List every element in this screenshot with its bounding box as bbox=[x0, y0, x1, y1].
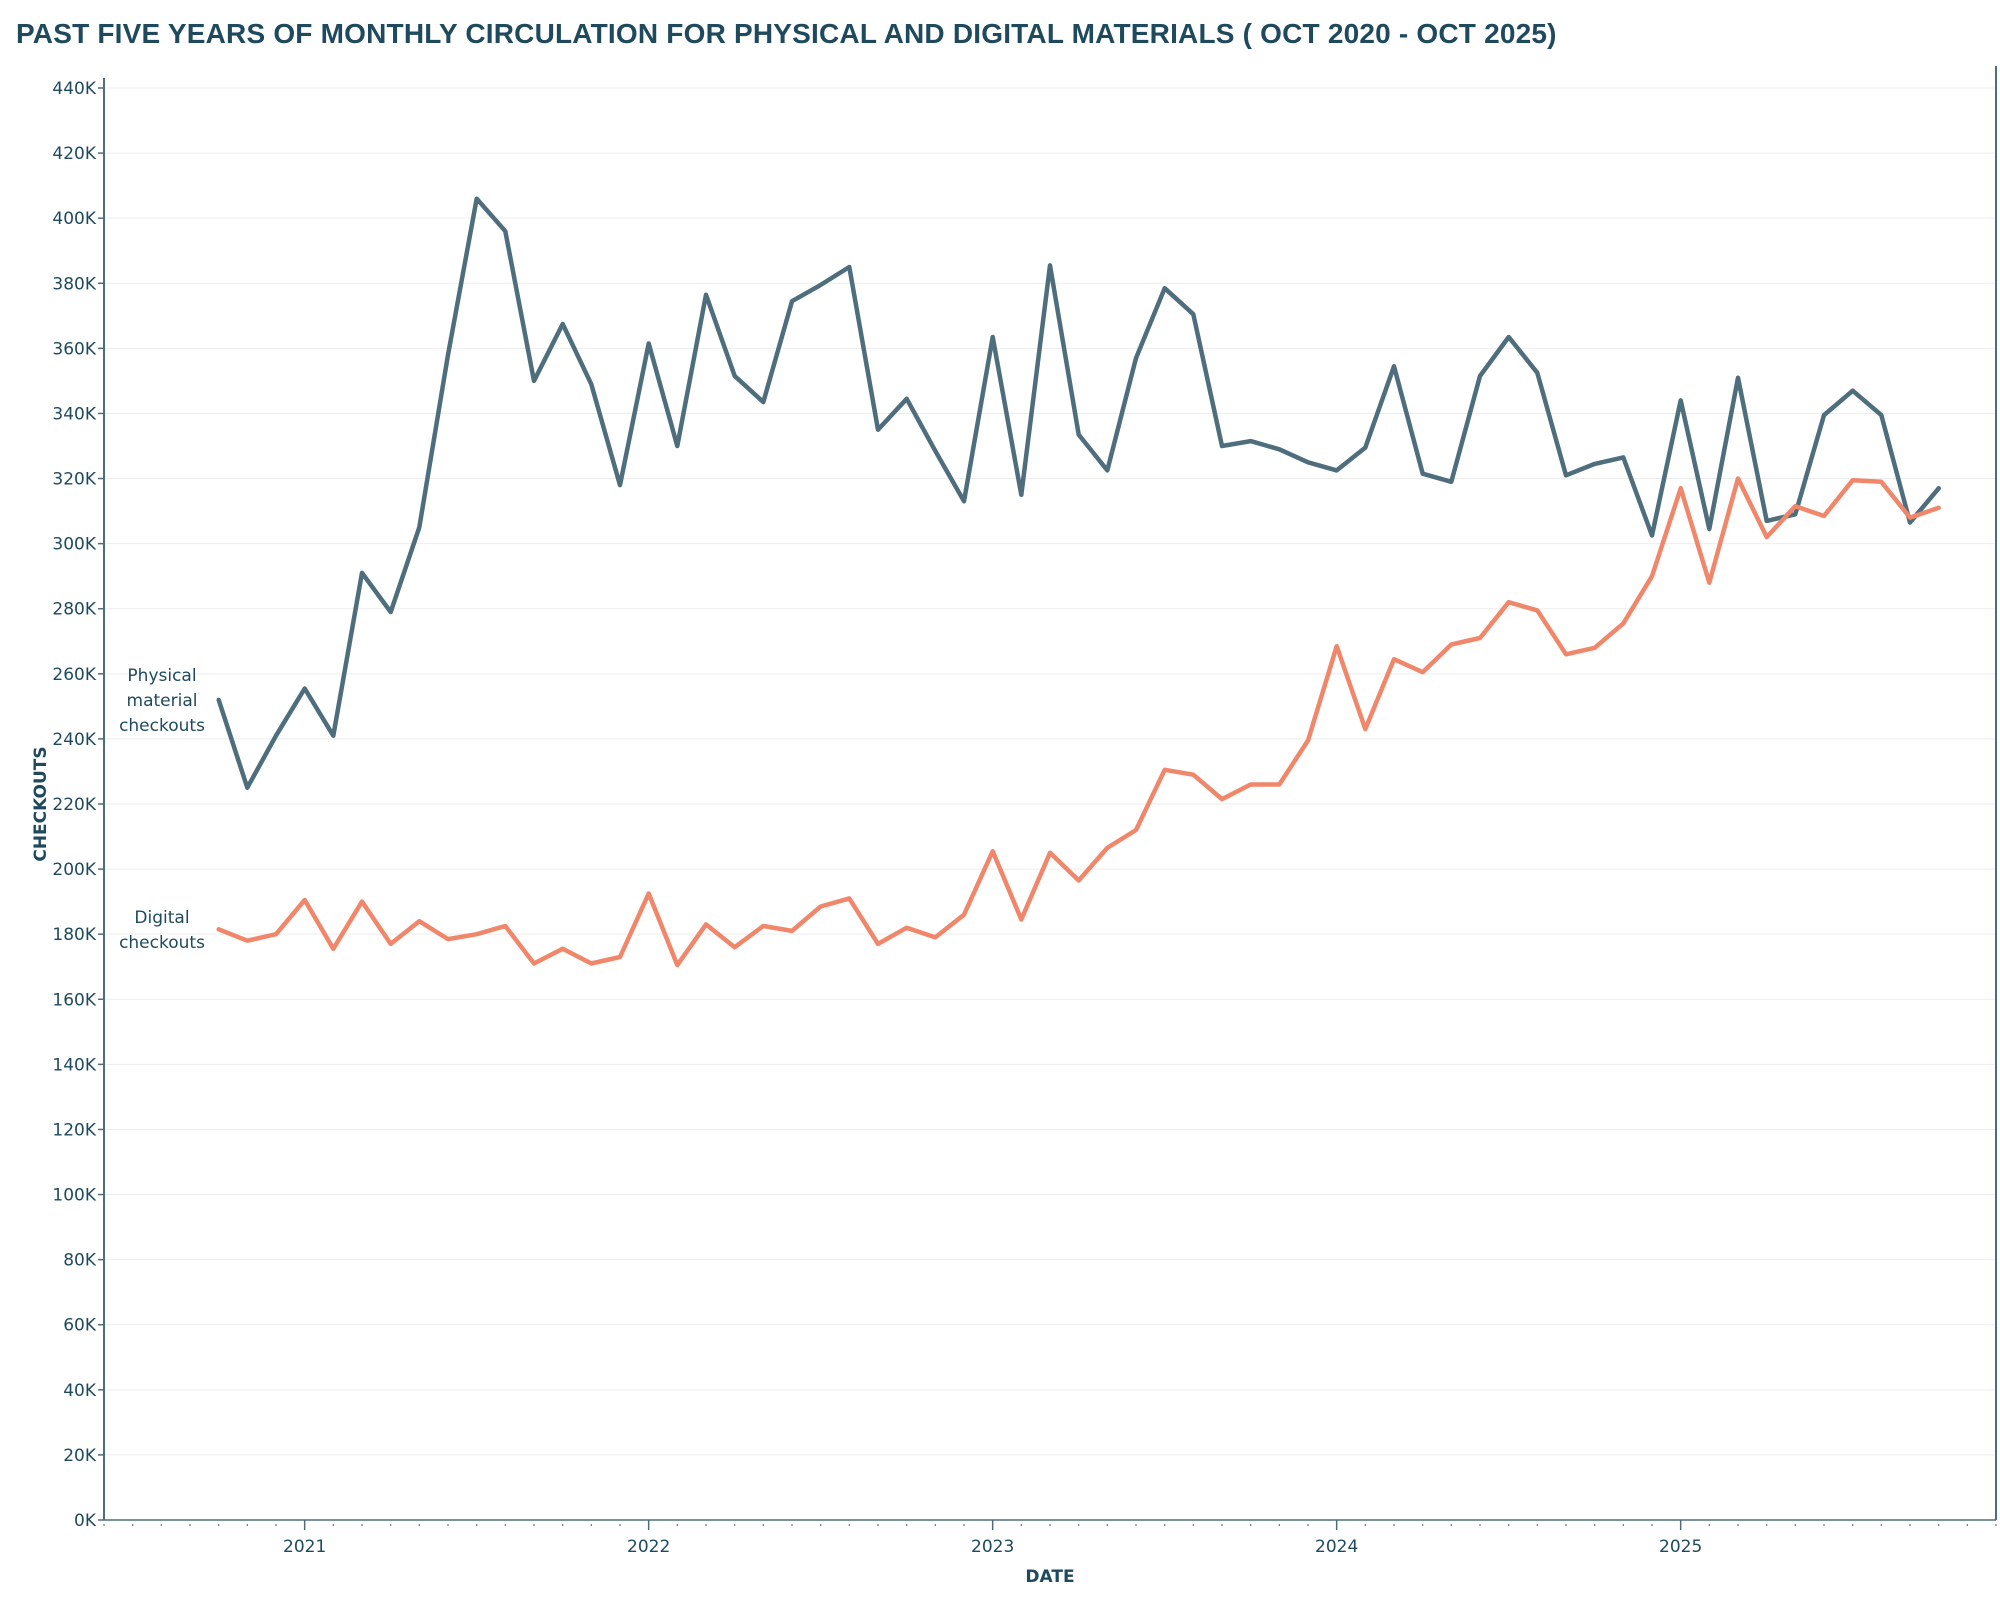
series-lines bbox=[216, 196, 1941, 968]
series-labels: Physical material checkouts Digital checkout… bbox=[119, 666, 205, 953]
y-tick-label: 320K bbox=[52, 470, 96, 490]
y-tick-label: 140K bbox=[52, 1055, 96, 1075]
gridlines bbox=[104, 87, 1996, 1521]
y-tick-label: 220K bbox=[52, 795, 96, 815]
y-tick-label: 40K bbox=[63, 1381, 97, 1401]
y-tick-label: 420K bbox=[52, 144, 96, 164]
x-axis-ticks: 2021 2022 2023 2024 2025 bbox=[103, 1520, 1997, 1557]
y-tick-label: 200K bbox=[52, 860, 96, 880]
y-tick-label: 0K bbox=[74, 1511, 97, 1531]
y-tick-label: 340K bbox=[52, 404, 96, 424]
y-tick-label: 360K bbox=[52, 339, 96, 359]
series-label-physical: Physical material checkouts bbox=[119, 666, 205, 736]
y-tick-label: 160K bbox=[52, 990, 96, 1010]
y-tick-label: 100K bbox=[52, 1186, 96, 1206]
x-tick-label: 2023 bbox=[971, 1537, 1014, 1557]
y-tick-label: 440K bbox=[52, 79, 96, 99]
x-tick-label: 2024 bbox=[1315, 1537, 1358, 1557]
x-tick-label: 2021 bbox=[283, 1537, 326, 1557]
x-axis-title: DATE bbox=[1025, 1567, 1074, 1587]
x-tick-label: 2022 bbox=[627, 1537, 670, 1557]
series-label-digital: Digital checkouts bbox=[119, 908, 205, 953]
y-tick-label: 120K bbox=[52, 1120, 96, 1140]
y-tick-label: 380K bbox=[52, 274, 96, 294]
y-tick-label: 260K bbox=[52, 665, 96, 685]
y-tick-label: 280K bbox=[52, 600, 96, 620]
x-tick-label: 2025 bbox=[1659, 1537, 1702, 1557]
y-tick-label: 300K bbox=[52, 535, 96, 555]
y-tick-label: 60K bbox=[63, 1316, 97, 1336]
y-tick-label: 240K bbox=[52, 730, 96, 750]
series-line-digital bbox=[216, 476, 1941, 968]
y-tick-label: 80K bbox=[63, 1251, 97, 1271]
y-tick-label: 180K bbox=[52, 925, 96, 945]
y-axis-title: CHECKOUTS bbox=[31, 746, 51, 861]
y-tick-label: 20K bbox=[63, 1446, 97, 1466]
chart-title: PAST FIVE YEARS OF MONTHLY CIRCULATION F… bbox=[16, 18, 1557, 49]
y-axis-ticks: 0K 20K 40K 60K 80K 100K 120K 140K 160K 180K 200K 22… bbox=[52, 79, 104, 1531]
y-tick-label: 400K bbox=[52, 209, 96, 229]
series-line-physical bbox=[216, 196, 1941, 790]
